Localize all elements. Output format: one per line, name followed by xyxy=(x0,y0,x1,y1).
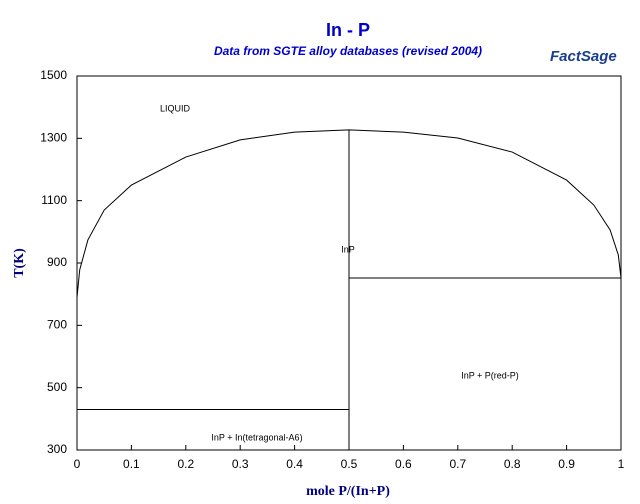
chart-title: In - P xyxy=(326,20,370,40)
region-label: InP xyxy=(341,244,355,254)
x-tick-label: 1 xyxy=(618,457,625,471)
region-label: InP + P(red-P) xyxy=(461,370,519,380)
region-label: InP + In(tetragonal-A6) xyxy=(211,432,302,442)
y-tick-label: 900 xyxy=(47,255,67,269)
x-axis-label: mole P/(In+P) xyxy=(306,484,390,499)
x-tick-label: 0.8 xyxy=(504,457,521,471)
x-tick-label: 0.1 xyxy=(123,457,140,471)
x-tick-label: 0.2 xyxy=(177,457,194,471)
y-tick-label: 300 xyxy=(47,442,67,456)
region-label: LIQUID xyxy=(160,103,191,113)
x-tick-label: 0 xyxy=(74,457,81,471)
y-tick-label: 700 xyxy=(47,318,67,332)
x-tick-label: 0.9 xyxy=(558,457,575,471)
chart-subtitle: Data from SGTE alloy databases (revised … xyxy=(214,44,482,58)
y-axis-label: T(K) xyxy=(12,248,27,278)
x-tick-label: 0.5 xyxy=(341,457,358,471)
y-tick-label: 1500 xyxy=(40,68,67,82)
y-tick-label: 1100 xyxy=(41,193,67,207)
logo: FactSage xyxy=(550,48,617,65)
x-tick-label: 0.4 xyxy=(286,457,303,471)
x-tick-label: 0.6 xyxy=(395,457,412,471)
y-tick-label: 500 xyxy=(47,380,67,394)
y-tick-label: 1300 xyxy=(40,131,67,145)
phase-boundary xyxy=(76,129,622,298)
x-tick-label: 0.7 xyxy=(449,457,466,471)
x-tick-label: 0.3 xyxy=(232,457,249,471)
